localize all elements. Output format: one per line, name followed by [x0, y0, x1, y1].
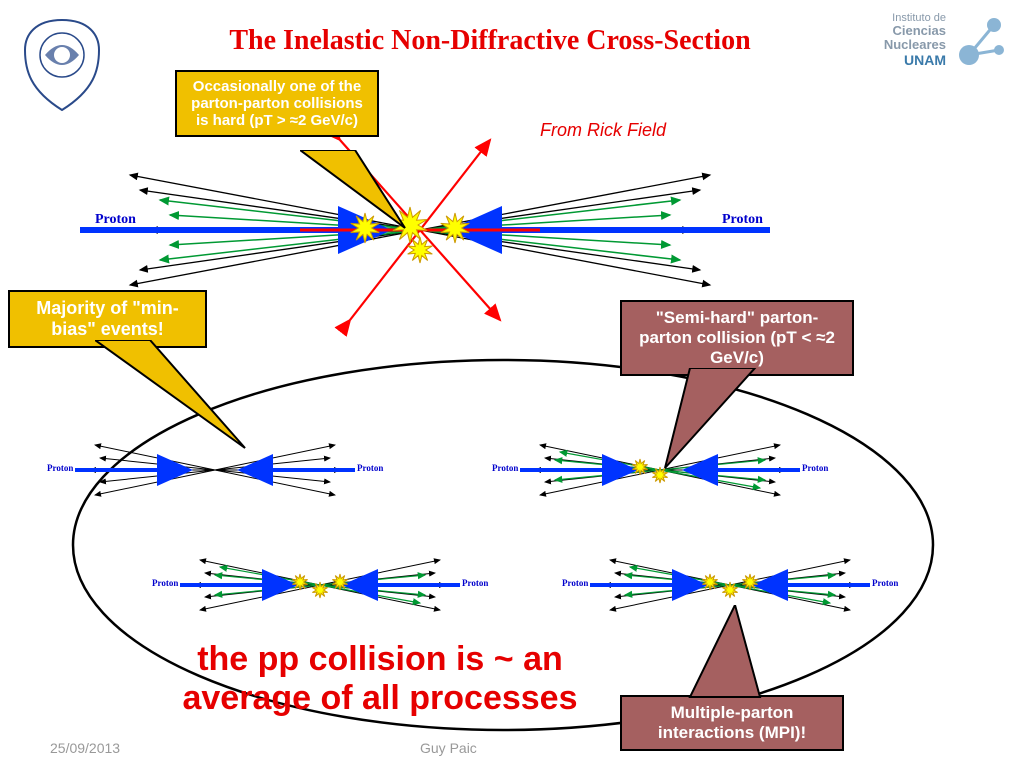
- callout-mpi-text: Multiple-parton interactions (MPI)!: [658, 703, 806, 742]
- proton-label-right: Proton: [722, 212, 763, 228]
- credit-text: From Rick Field: [540, 120, 666, 141]
- callout-semihard-text: "Semi-hard" parton-parton collision (pT …: [639, 308, 835, 367]
- icn-logo: Instituto de Ciencias Nucleares UNAM: [884, 10, 1009, 70]
- callout-semihard-tail: [660, 368, 770, 478]
- footer-date: 25/09/2013: [50, 740, 120, 756]
- callout-hard: Occasionally one of the parton-parton co…: [175, 70, 379, 137]
- callout-hard-text: Occasionally one of the parton-parton co…: [191, 78, 363, 129]
- unam-logo: [20, 15, 105, 115]
- proton-label-left: Proton: [95, 212, 136, 228]
- callout-hard-tail: [300, 150, 420, 240]
- callout-minbias-tail: [95, 340, 255, 460]
- summary-text: the pp collision is ~ an average of all …: [150, 640, 610, 718]
- slide-title: The Inelastic Non-Diffractive Cross-Sect…: [130, 25, 850, 57]
- callout-minbias-text: Majority of "min-bias" events!: [36, 298, 179, 339]
- callout-mpi: Multiple-parton interactions (MPI)!: [620, 695, 844, 751]
- callout-mpi-tail: [680, 605, 780, 700]
- callout-semihard: "Semi-hard" parton-parton collision (pT …: [620, 300, 854, 376]
- footer-author: Guy Paic: [420, 740, 477, 756]
